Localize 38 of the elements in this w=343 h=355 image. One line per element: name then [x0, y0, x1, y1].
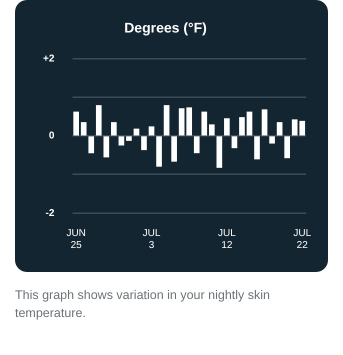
- bar: [269, 136, 275, 144]
- bar: [96, 105, 102, 136]
- bar: [88, 136, 94, 154]
- bar: [232, 136, 238, 148]
- bar: [156, 136, 162, 167]
- bar: [111, 122, 117, 136]
- bar: [103, 136, 110, 158]
- bar: [148, 126, 154, 136]
- bar: [178, 108, 184, 136]
- bar: [208, 124, 215, 136]
- bar: [164, 105, 170, 136]
- bar: [73, 112, 79, 136]
- x-tick-label: JUL 3: [142, 228, 161, 251]
- chart-title: Degrees (°F): [124, 19, 207, 36]
- bar: [186, 107, 192, 136]
- x-tick-label: JUL 12: [218, 228, 236, 251]
- bar: [284, 136, 290, 158]
- y-tick-label: 0: [48, 130, 55, 142]
- bar: [216, 136, 222, 168]
- y-tick-label: +2: [42, 54, 55, 65]
- bar: [276, 122, 282, 136]
- bar: [80, 122, 87, 136]
- y-tick-label: -2: [45, 208, 55, 219]
- bar: [201, 112, 208, 136]
- bar: [126, 136, 132, 141]
- x-tick-label: JUN 25: [66, 228, 86, 251]
- bar: [292, 119, 298, 136]
- bar: [194, 136, 200, 154]
- x-tick-label: JUL 22: [293, 228, 312, 251]
- bar: [254, 136, 260, 160]
- bar: [224, 118, 230, 136]
- bar: [262, 109, 268, 136]
- text: This graph shows variation in your nightly skin temperature.: [15, 287, 271, 322]
- bar: [171, 136, 177, 162]
- bar: [118, 136, 124, 146]
- bar: [134, 128, 140, 136]
- bar: [299, 120, 306, 136]
- bar: [141, 136, 147, 150]
